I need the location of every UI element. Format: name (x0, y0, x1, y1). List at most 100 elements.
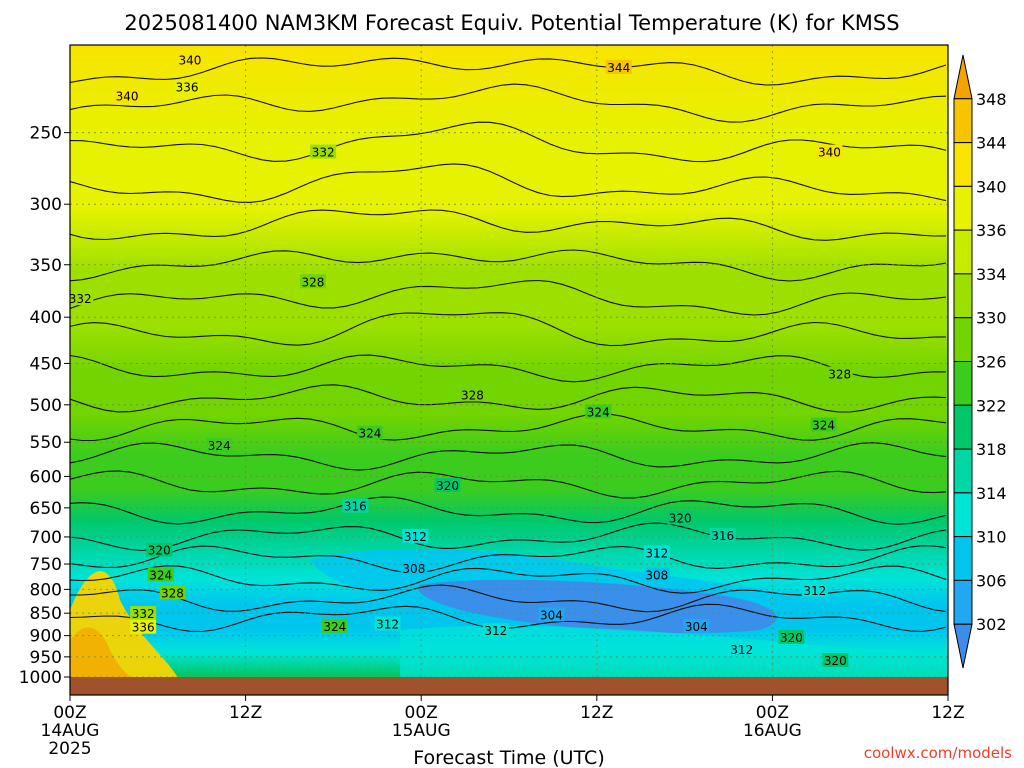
contour-label-bg (356, 425, 383, 440)
contour-line (70, 312, 947, 347)
y-tick-label: 750 (30, 555, 62, 575)
contour-label: 320 (780, 631, 803, 645)
colorbar-segment (953, 142, 973, 187)
contour-line (70, 545, 947, 574)
colorbar-segment (953, 536, 973, 581)
credit-text[interactable]: coolwx.com/models (864, 744, 1012, 762)
contour-label: 304 (685, 620, 708, 634)
y-tick-label: 400 (30, 308, 62, 328)
contour-label: 312 (404, 530, 427, 544)
contour-label: 340 (818, 146, 841, 160)
y-tick-label: 500 (30, 396, 62, 416)
colorbar-label: 330 (976, 309, 1007, 328)
contour-label: 304 (540, 608, 563, 622)
chart-title: 2025081400 NAM3KM Forecast Equiv. Potent… (124, 11, 899, 35)
contour-label: 320 (436, 479, 459, 493)
contour-label: 312 (645, 546, 668, 560)
colorbar-label: 306 (976, 571, 1007, 590)
contour-label-bg (643, 567, 670, 582)
colorbar-label: 334 (976, 265, 1007, 284)
y-tick-label: 600 (30, 467, 62, 487)
contour-line (70, 442, 947, 471)
contour-label-bg (778, 629, 805, 644)
plot-frame (69, 44, 949, 696)
contour-label: 336 (176, 81, 199, 95)
contour-label: 328 (301, 275, 324, 289)
colorbar-segment (953, 273, 973, 319)
contour-label: 312 (803, 584, 826, 598)
contour-labels: 340 336 344 340 332 340 328 332 328 328 324 324 324 3… (69, 52, 853, 668)
colorbar-label: 322 (976, 396, 1007, 415)
x-tick-label: 00Z (405, 703, 438, 723)
y-tick-label: 950 (30, 648, 62, 668)
contour-label-bg (482, 623, 509, 638)
contour-label: 332 (132, 607, 155, 621)
contour-label: 328 (461, 388, 484, 402)
colorbar-label: 318 (976, 440, 1007, 459)
contour-line (70, 565, 947, 594)
contour-label: 336 (132, 621, 155, 635)
y-tick-label: 300 (30, 195, 62, 215)
contour-label: 312 (484, 624, 507, 638)
contour-label: 312 (376, 618, 399, 632)
contour-label-bg (400, 561, 427, 576)
contour-label-bg (538, 607, 565, 622)
contour-label: 324 (149, 568, 172, 582)
colorbar-segment (953, 492, 973, 538)
contour-label: 332 (69, 292, 92, 306)
colorbar-label: 314 (976, 484, 1007, 503)
warm-surface-pocket-inner (70, 627, 140, 682)
colorbar-segment (953, 185, 973, 231)
colorbar-label: 336 (976, 221, 1007, 240)
x-tick-label: 15AUG (392, 721, 451, 741)
y-axis: 250 300 350 400 450 500 550 600 650 700 750 800 850 9… (19, 124, 70, 688)
y-tick-label: 350 (30, 256, 62, 276)
contour-label-bg (321, 618, 348, 633)
colorbar-label: 348 (976, 90, 1007, 109)
contour-label-bg (114, 88, 141, 103)
ground-strip (70, 677, 948, 695)
contour-label: 324 (323, 620, 346, 634)
contour-label: 324 (812, 418, 835, 432)
colorbar-segment (953, 54, 973, 100)
contour-label-bg (459, 387, 486, 402)
contour-label-bg (816, 144, 843, 159)
contour-line (70, 354, 947, 383)
colorbar-label: 302 (976, 615, 1007, 634)
y-tick-label: 450 (30, 354, 62, 374)
contour-label: 308 (645, 568, 668, 582)
colorbar-segment (953, 361, 973, 406)
contour-line (70, 584, 947, 613)
contour-label: 328 (161, 586, 184, 600)
colorbar-label: 344 (976, 134, 1007, 153)
contour-line (70, 163, 947, 203)
y-tick-label: 250 (30, 124, 62, 144)
contour-line (70, 279, 947, 316)
colorbar: 348 344 340 336 334 330 326 322 318 314 310 306 302 (953, 54, 1007, 669)
contour-line (70, 413, 947, 442)
contour-line (70, 121, 947, 163)
contour-label: 316 (711, 529, 734, 543)
contour-label-bg (728, 641, 755, 656)
contour-label-bg (147, 567, 174, 582)
x-tick-label: 12Z (229, 703, 262, 723)
contour-label-bg (174, 79, 201, 94)
contour-label-bg (585, 404, 612, 419)
colorbar-segment (953, 98, 973, 144)
x-axis-label: Forecast Time (UTC) (413, 747, 604, 768)
y-tick-label: 700 (30, 528, 62, 548)
x-tick-label: 2025 (48, 739, 91, 759)
plot-area: 340 336 344 340 332 340 328 332 328 328 324 324 324 3… (69, 45, 948, 695)
y-tick-label: 550 (30, 433, 62, 453)
x-tick-label: 16AUG (743, 721, 802, 741)
colorbar-label: 340 (976, 177, 1007, 196)
contour-label-bg (810, 417, 837, 432)
contour-label: 308 (402, 562, 425, 576)
contour-label-bg (826, 366, 853, 381)
contour-label: 312 (730, 643, 753, 657)
contour-label-bg (605, 59, 632, 74)
contour-line (70, 470, 947, 499)
contour-label-bg (176, 52, 203, 67)
colorbar-segment (953, 448, 973, 494)
